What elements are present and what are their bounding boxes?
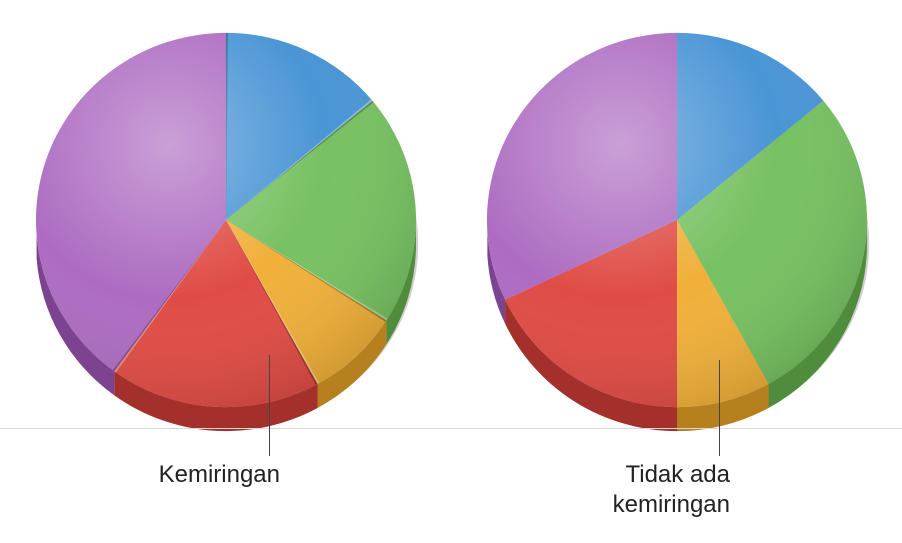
annotation-left: Kemiringan [20,460,280,490]
pie-gloss [487,33,867,407]
annotation-left-text: Kemiringan [159,461,280,488]
pie-chart-right [467,10,887,430]
annotation-leader-line [719,360,720,456]
pie-chart-left [16,10,436,430]
annotation-right-text: Tidak ada kemiringan [613,461,730,518]
pie-gloss [36,33,416,407]
charts-row [0,0,902,430]
horizontal-divider [0,428,902,429]
annotation-right: Tidak ada kemiringan [470,460,730,520]
annotation-leader-line [269,355,270,456]
